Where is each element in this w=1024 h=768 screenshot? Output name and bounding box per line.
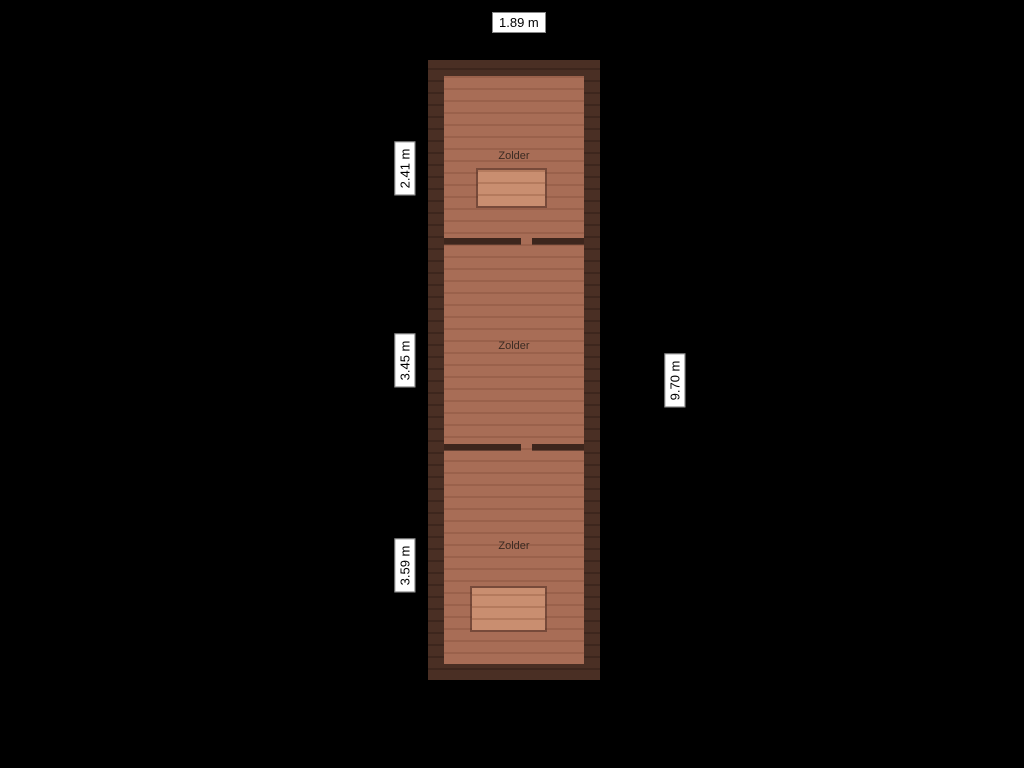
room-label-3: Zolder [428,540,600,552]
room-label-1: Zolder [428,150,600,162]
roof-plan: Zolder Zolder Zolder [428,60,600,680]
divider-1-left [444,238,521,244]
divider-2-right [532,444,584,450]
dim-left-1: 2.41 m [394,142,415,196]
skylight-1 [478,170,545,206]
skylight-2 [472,588,545,630]
dim-left-3: 3.59 m [394,539,415,593]
dim-top: 1.89 m [492,12,546,33]
room-label-2: Zolder [428,340,600,352]
divider-2-left [444,444,521,450]
divider-1-right [532,238,584,244]
dim-right: 9.70 m [664,354,685,408]
roof-inner-tiles [444,76,584,664]
dim-left-2: 3.45 m [394,334,415,388]
